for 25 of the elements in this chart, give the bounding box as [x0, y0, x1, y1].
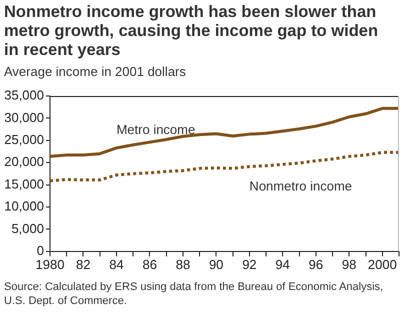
x-tick-label: 2000: [368, 256, 397, 272]
x-tick-label: 94: [275, 256, 290, 272]
series-label: Metro income: [116, 122, 196, 137]
y-tick-label: 20,000: [4, 154, 44, 170]
y-tick-label: 5,000: [11, 220, 44, 236]
x-tick-label: 98: [342, 256, 356, 272]
y-tick-label: 10,000: [4, 198, 44, 214]
x-tick-label: 82: [76, 256, 90, 272]
x-tick-label: 1980: [36, 256, 64, 272]
x-tick-label: 84: [109, 256, 124, 272]
line-series: [50, 150, 399, 182]
y-tick-label: 35,000: [4, 88, 44, 103]
x-tick-label: 92: [242, 256, 257, 272]
source-note: Source: Calculated by ERS using data from the Bureau of Economic Analysis, U.S. Dept. of Commerce.: [4, 280, 384, 308]
y-tick-label: 25,000: [4, 132, 44, 147]
x-tick-label: 90: [208, 256, 224, 272]
x-tick-label: 86: [142, 256, 157, 272]
x-tick-label: 88: [176, 256, 190, 272]
y-tick-label: 30,000: [4, 110, 44, 125]
y-tick-label: 0: [36, 242, 44, 258]
chart-title: Nonmetro income growth has been slower than metro growth, causing the income gap to widen in recent years: [4, 3, 380, 60]
y-tick-label: 15,000: [4, 176, 44, 192]
x-tick-label: 96: [308, 256, 324, 272]
series-label: Nonmetro income: [249, 178, 352, 194]
y-axis-title: Average income in 2001 dollars: [4, 64, 186, 79]
